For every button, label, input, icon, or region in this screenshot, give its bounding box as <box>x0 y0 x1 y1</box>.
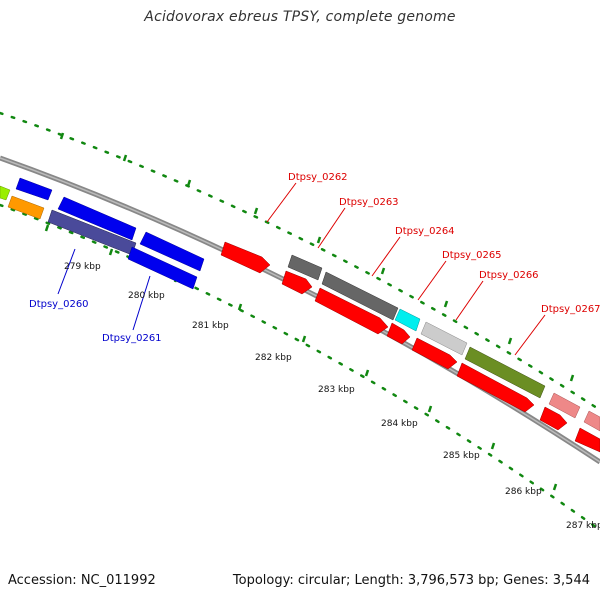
gene-labels: Dtpsy_0260 Dtpsy_0261 Dtpsy_0262 Dtpsy_0… <box>29 172 600 344</box>
gene-label-dtpsy-0262[interactable]: Dtpsy_0262 <box>288 172 348 183</box>
gene-block[interactable] <box>321 271 399 321</box>
gene-block[interactable] <box>548 392 581 419</box>
gene-label-dtpsy-0260[interactable]: Dtpsy_0260 <box>29 299 89 310</box>
scale-label: 280 kbp <box>128 291 165 301</box>
reverse-strand-genes <box>7 195 600 453</box>
gene-block[interactable] <box>464 346 546 399</box>
outer-major-ticks <box>59 132 575 382</box>
scale-label: 281 kbp <box>192 321 229 331</box>
gene-label-dtpsy-0263[interactable]: Dtpsy_0263 <box>339 197 399 208</box>
gene-block[interactable] <box>220 241 271 274</box>
gene-label-dtpsy-0261[interactable]: Dtpsy_0261 <box>102 333 162 344</box>
gene-block[interactable] <box>574 427 600 453</box>
gene-block[interactable] <box>411 337 458 370</box>
genome-backbone <box>0 155 600 465</box>
gene-block[interactable] <box>539 406 568 431</box>
scale-label: 283 kbp <box>318 385 355 395</box>
gene-block[interactable] <box>420 321 468 356</box>
accession-text: Accession: NC_011992 <box>8 573 156 588</box>
gene-block[interactable] <box>7 195 45 220</box>
gene-label-dtpsy-0267[interactable]: Dtpsy_0267 <box>541 304 600 315</box>
gene-block[interactable] <box>15 177 53 201</box>
gene-block[interactable] <box>394 308 421 332</box>
forward-strand-genes <box>0 177 600 432</box>
scale-label: 286 kbp <box>505 487 542 497</box>
gene-block[interactable] <box>0 185 11 201</box>
scale-labels: 279 kbp 280 kbp 281 kbp 282 kbp 283 kbp … <box>64 262 600 531</box>
outer-dot-ring <box>0 111 600 412</box>
genome-summary-text: Topology: circular; Length: 3,796,573 bp… <box>232 573 590 588</box>
gene-block[interactable] <box>287 254 323 281</box>
scale-label: 287 kbp <box>566 521 600 531</box>
gene-label-dtpsy-0264[interactable]: Dtpsy_0264 <box>395 226 455 237</box>
gene-block[interactable] <box>57 196 137 241</box>
scale-label: 285 kbp <box>443 451 480 461</box>
gene-label-dtpsy-0266[interactable]: Dtpsy_0266 <box>479 270 539 281</box>
gene-block[interactable] <box>139 231 205 272</box>
scale-label: 279 kbp <box>64 262 101 272</box>
label-callouts <box>57 182 546 356</box>
gene-block[interactable] <box>314 287 389 335</box>
gene-block[interactable] <box>456 362 535 413</box>
map-title: Acidovorax ebreus TPSY, complete genome <box>144 9 456 25</box>
gene-block[interactable] <box>583 410 600 432</box>
scale-label: 282 kbp <box>255 353 292 363</box>
inner-dot-ring <box>0 203 600 532</box>
gene-block[interactable] <box>281 270 313 295</box>
gene-label-dtpsy-0265[interactable]: Dtpsy_0265 <box>442 250 502 261</box>
gene-block[interactable] <box>127 246 198 290</box>
scale-label: 284 kbp <box>381 419 418 429</box>
gene-block[interactable] <box>386 322 411 345</box>
